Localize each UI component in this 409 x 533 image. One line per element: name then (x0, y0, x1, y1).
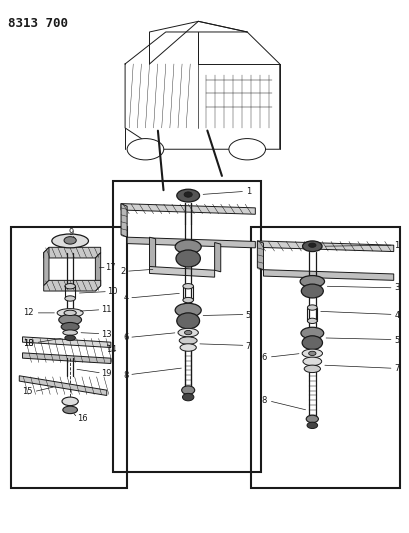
Ellipse shape (62, 397, 78, 406)
Ellipse shape (63, 330, 77, 335)
Text: 18: 18 (23, 340, 34, 348)
Ellipse shape (302, 357, 321, 366)
Polygon shape (22, 337, 110, 348)
Polygon shape (149, 266, 214, 277)
Ellipse shape (58, 314, 81, 325)
Ellipse shape (307, 305, 317, 310)
Bar (11, 227, 127, 488)
Ellipse shape (175, 240, 201, 254)
Polygon shape (19, 376, 106, 395)
Text: 8: 8 (123, 372, 128, 380)
Ellipse shape (184, 330, 191, 335)
Polygon shape (95, 253, 101, 291)
Text: 1: 1 (245, 187, 250, 196)
Text: 5: 5 (393, 336, 399, 344)
Ellipse shape (176, 313, 199, 329)
Ellipse shape (179, 337, 197, 344)
Polygon shape (149, 237, 155, 268)
Text: 13: 13 (101, 330, 112, 339)
Ellipse shape (175, 303, 201, 317)
Polygon shape (121, 204, 127, 237)
Polygon shape (44, 280, 101, 291)
Ellipse shape (180, 344, 196, 351)
Polygon shape (22, 353, 110, 364)
Ellipse shape (308, 243, 315, 247)
Ellipse shape (182, 297, 193, 303)
Text: 12: 12 (23, 309, 34, 317)
Text: 16: 16 (77, 414, 88, 423)
Text: 9: 9 (69, 229, 74, 237)
Ellipse shape (301, 284, 323, 298)
Text: 14: 14 (106, 345, 116, 354)
Ellipse shape (65, 335, 75, 341)
Ellipse shape (175, 250, 200, 267)
Ellipse shape (306, 422, 317, 429)
Ellipse shape (65, 284, 75, 289)
Text: 10: 10 (107, 287, 117, 296)
Ellipse shape (181, 386, 194, 394)
Ellipse shape (228, 139, 265, 160)
Ellipse shape (63, 406, 77, 414)
Text: 4: 4 (393, 311, 399, 320)
Ellipse shape (64, 237, 76, 244)
Ellipse shape (176, 189, 199, 202)
Polygon shape (263, 270, 393, 280)
Polygon shape (214, 243, 220, 272)
Text: 1: 1 (393, 241, 399, 249)
Text: 8: 8 (261, 397, 266, 405)
Ellipse shape (299, 276, 324, 287)
Ellipse shape (182, 284, 193, 289)
Text: 5: 5 (245, 311, 250, 320)
Ellipse shape (184, 192, 192, 197)
Text: 11: 11 (101, 305, 112, 314)
Text: 18: 18 (23, 340, 34, 348)
Ellipse shape (61, 322, 79, 331)
Ellipse shape (301, 349, 322, 358)
Polygon shape (257, 241, 263, 270)
Ellipse shape (301, 336, 322, 350)
Polygon shape (44, 247, 101, 258)
Text: 19: 19 (101, 369, 111, 378)
Text: 7: 7 (245, 342, 250, 351)
Ellipse shape (178, 328, 198, 337)
Ellipse shape (306, 415, 318, 423)
Polygon shape (257, 241, 393, 252)
Ellipse shape (127, 139, 163, 160)
Text: 6: 6 (123, 334, 128, 342)
Text: 8313 700: 8313 700 (8, 18, 67, 30)
Ellipse shape (308, 351, 315, 356)
Text: 17: 17 (105, 263, 116, 271)
Text: 15: 15 (22, 387, 33, 396)
Polygon shape (127, 237, 255, 248)
Ellipse shape (57, 309, 83, 317)
Text: 7: 7 (393, 365, 399, 373)
Ellipse shape (303, 365, 320, 373)
Bar (251, 227, 399, 488)
Ellipse shape (300, 327, 323, 339)
Ellipse shape (307, 318, 317, 324)
Polygon shape (44, 247, 49, 286)
Text: 4: 4 (123, 294, 128, 302)
Text: 2: 2 (120, 267, 126, 276)
Ellipse shape (52, 234, 88, 248)
Polygon shape (121, 204, 255, 214)
Ellipse shape (302, 241, 321, 252)
Ellipse shape (64, 310, 76, 316)
Ellipse shape (182, 393, 193, 401)
Text: 3: 3 (393, 284, 399, 292)
Ellipse shape (65, 296, 75, 301)
Bar (112, 181, 261, 472)
Text: 6: 6 (261, 353, 266, 362)
